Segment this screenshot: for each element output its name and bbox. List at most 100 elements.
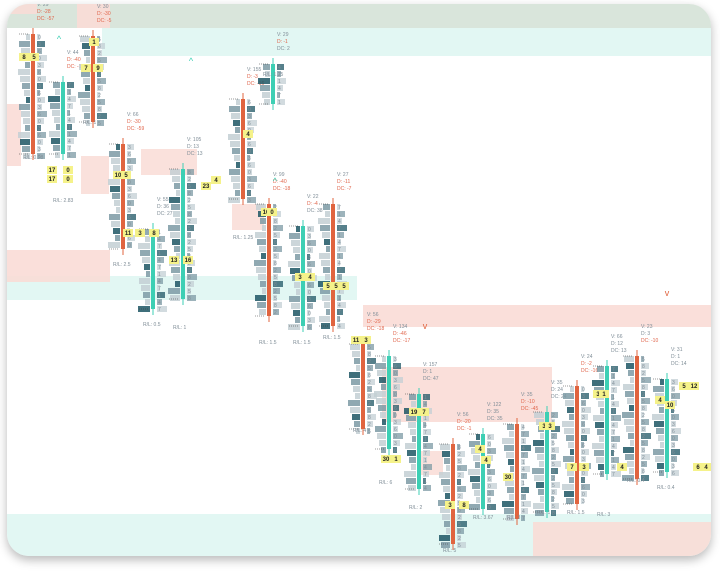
- candle-body-up: [61, 82, 65, 154]
- cell-count: 6: [582, 485, 585, 491]
- cell-count: 0: [394, 434, 397, 440]
- cell-count: 5: [98, 100, 101, 106]
- footprint-cell: [277, 99, 285, 105]
- footprint-cell: [127, 144, 134, 150]
- footprint-cell: [641, 377, 651, 383]
- footprint-cell: [354, 358, 360, 364]
- highlight-cell: [267, 208, 277, 216]
- highlight-cell: [63, 166, 73, 174]
- footprint-cell: [440, 444, 450, 450]
- cell-count: 1: [424, 395, 427, 401]
- cell-count: 0: [488, 505, 491, 511]
- footprint-cell: [408, 485, 416, 491]
- cell-count: 4: [522, 446, 525, 452]
- highlight-cell: [211, 176, 221, 184]
- footprint-cell: [187, 225, 194, 231]
- footprint-cell: [641, 475, 649, 481]
- footprint-cell: [22, 146, 30, 152]
- cell-count: 5: [368, 387, 371, 393]
- cell-count: 2: [552, 455, 555, 461]
- footprint-cell: [641, 426, 646, 432]
- cell-count: 5: [274, 296, 277, 302]
- cell-count: 7: [522, 453, 525, 459]
- candle-body-down: [121, 144, 125, 249]
- cell-count: 4: [278, 86, 281, 92]
- bar-volume-label: V: 27: [337, 172, 349, 178]
- footprint-cell: [375, 363, 386, 369]
- footprint-cell: [671, 421, 676, 427]
- footprint-cell: [581, 386, 584, 392]
- footprint-cell: [611, 422, 618, 428]
- footprint-cell: [535, 510, 544, 516]
- footprint-cell: [521, 508, 528, 514]
- footprint-cell: [85, 85, 90, 91]
- footprint-cell: [325, 211, 330, 217]
- bar-volume-label: V: 155: [247, 67, 261, 73]
- bar-delta-label: D: 36: [157, 204, 169, 210]
- bar-ratio-label: R/L: 5: [443, 548, 457, 554]
- bar-delta-cumulative-label: DC: 27: [157, 211, 173, 217]
- highlight-cell: [149, 229, 159, 237]
- footprint-cell: [446, 528, 450, 534]
- candle-body-down: [515, 424, 519, 519]
- cell-count: 0: [394, 392, 397, 398]
- footprint-cell: [67, 89, 71, 95]
- footprint-cell: [611, 429, 615, 435]
- cell-count: 0: [128, 243, 131, 249]
- footprint-cell: [82, 106, 90, 112]
- footprint-cell: [231, 176, 240, 182]
- footprint-cell: [323, 204, 330, 210]
- cell-count: 2: [98, 93, 101, 99]
- footprint-cell: [423, 471, 429, 477]
- footprint-cell: [127, 151, 131, 157]
- footprint-cell: [257, 302, 266, 308]
- footprint-cell: [247, 106, 255, 112]
- cell-count: 7: [424, 430, 427, 436]
- footprint-cell: [551, 475, 555, 481]
- highlight-value: 3: [364, 338, 368, 344]
- footprint-cell: [457, 493, 463, 499]
- footprint-cell: [37, 34, 40, 40]
- marker-down-icon: v: [665, 288, 670, 298]
- cell-count: 6: [128, 215, 131, 221]
- footprint-cell: [440, 507, 450, 513]
- footprint-cell: [228, 134, 240, 140]
- footprint-cell: [127, 200, 134, 206]
- footprint-cell: [423, 450, 430, 456]
- cell-count: 8: [188, 296, 191, 302]
- footprint-cell: [53, 82, 60, 88]
- footprint-cell: [487, 448, 496, 454]
- footprint-cell: [521, 438, 526, 444]
- cell-count: 0: [128, 159, 131, 165]
- footprint-cell: [353, 386, 360, 392]
- cell-count: 8: [642, 448, 645, 454]
- cell-count: 0: [394, 413, 397, 419]
- bar-delta-cumulative-label: DC: -16: [581, 368, 598, 374]
- bar-ratio-label: R/L: 3: [597, 512, 611, 518]
- footprint-cell: [367, 400, 374, 406]
- footprint-cell: [273, 246, 282, 252]
- footprint-cell: [581, 442, 584, 448]
- footprint-cell: [97, 78, 106, 84]
- highlight-value: 30: [383, 457, 390, 463]
- footprint-cell: [581, 491, 587, 497]
- cell-count: 7: [612, 451, 615, 457]
- cell-count: 1: [338, 317, 341, 323]
- footprint-cell: [273, 218, 278, 224]
- footprint-cell: [187, 232, 191, 238]
- cell-count: 5: [642, 399, 645, 405]
- cell-count: 2: [368, 422, 371, 428]
- cell-count: 8: [458, 487, 461, 493]
- highlight-value: 5: [334, 284, 338, 290]
- footprint-cell: [659, 470, 664, 476]
- cell-count: 8: [274, 240, 277, 246]
- footprint-cell: [67, 124, 72, 130]
- cell-count: 6: [38, 112, 41, 118]
- footprint-cell: [273, 267, 281, 273]
- cell-count: 3: [394, 357, 397, 363]
- cell-count: 6: [582, 422, 585, 428]
- footprint-cell: [563, 456, 574, 462]
- highlight-cell: [381, 455, 391, 463]
- cell-count: 4: [338, 324, 341, 330]
- footprint-cell: [641, 468, 644, 474]
